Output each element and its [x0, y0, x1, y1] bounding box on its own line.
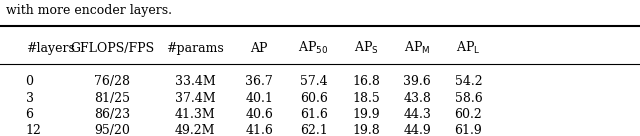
Text: AP$_{50}$: AP$_{50}$ [298, 40, 329, 56]
Text: 40.6: 40.6 [245, 108, 273, 121]
Text: #layers: #layers [26, 41, 74, 55]
Text: #params: #params [166, 41, 224, 55]
Text: 58.6: 58.6 [454, 92, 483, 105]
Text: AP$_\mathrm{L}$: AP$_\mathrm{L}$ [456, 40, 481, 56]
Text: 33.4M: 33.4M [175, 75, 216, 88]
Text: 57.4: 57.4 [300, 75, 328, 88]
Text: AP: AP [250, 41, 268, 55]
Text: 44.3: 44.3 [403, 108, 431, 121]
Text: 6: 6 [26, 108, 34, 121]
Text: 86/23: 86/23 [94, 108, 130, 121]
Text: 62.1: 62.1 [300, 124, 328, 136]
Text: 61.6: 61.6 [300, 108, 328, 121]
Text: 36.7: 36.7 [245, 75, 273, 88]
Text: 19.9: 19.9 [352, 108, 380, 121]
Text: 44.9: 44.9 [403, 124, 431, 136]
Text: 54.2: 54.2 [454, 75, 483, 88]
Text: 41.3M: 41.3M [175, 108, 216, 121]
Text: AP$_\mathrm{M}$: AP$_\mathrm{M}$ [404, 40, 431, 56]
Text: with more encoder layers.: with more encoder layers. [6, 4, 172, 17]
Text: 16.8: 16.8 [352, 75, 380, 88]
Text: 0: 0 [26, 75, 34, 88]
Text: 39.6: 39.6 [403, 75, 431, 88]
Text: 61.9: 61.9 [454, 124, 483, 136]
Text: 12: 12 [26, 124, 42, 136]
Text: 3: 3 [26, 92, 34, 105]
Text: 18.5: 18.5 [352, 92, 380, 105]
Text: 60.2: 60.2 [454, 108, 483, 121]
Text: 43.8: 43.8 [403, 92, 431, 105]
Text: 37.4M: 37.4M [175, 92, 216, 105]
Text: AP$_\mathrm{S}$: AP$_\mathrm{S}$ [354, 40, 378, 56]
Text: 95/20: 95/20 [94, 124, 130, 136]
Text: 40.1: 40.1 [245, 92, 273, 105]
Text: 60.6: 60.6 [300, 92, 328, 105]
Text: 81/25: 81/25 [94, 92, 130, 105]
Text: 41.6: 41.6 [245, 124, 273, 136]
Text: 49.2M: 49.2M [175, 124, 216, 136]
Text: GFLOPS/FPS: GFLOPS/FPS [70, 41, 154, 55]
Text: 19.8: 19.8 [352, 124, 380, 136]
Text: 76/28: 76/28 [94, 75, 130, 88]
